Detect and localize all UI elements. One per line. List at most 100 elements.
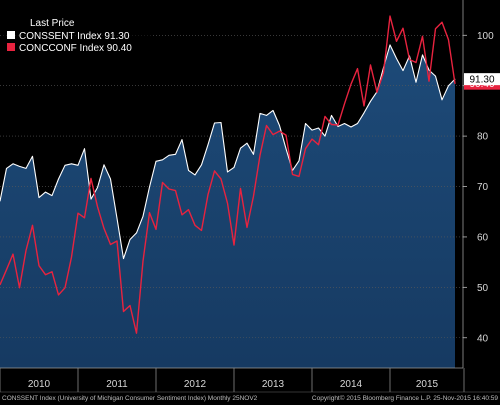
data-point-concconf	[298, 176, 300, 177]
data-point-concconf	[266, 125, 267, 126]
data-point-conssent	[220, 122, 222, 123]
data-point-concconf	[370, 64, 371, 66]
data-point-conssent	[129, 239, 131, 240]
data-point-conssent	[110, 178, 111, 180]
data-point-concconf	[285, 134, 287, 136]
data-point-concconf	[409, 59, 410, 60]
data-point-conssent	[51, 195, 53, 197]
data-point-conssent	[19, 166, 20, 167]
data-point-concconf	[45, 274, 46, 276]
data-point-conssent	[84, 148, 85, 150]
data-point-concconf	[441, 21, 443, 23]
data-point-concconf	[350, 83, 352, 85]
data-point-concconf	[428, 80, 430, 82]
data-point-conssent	[194, 174, 196, 176]
y-tick-label: 80	[477, 132, 489, 143]
legend-swatch	[7, 43, 15, 51]
data-point-concconf	[58, 294, 59, 296]
legend-box	[3, 14, 153, 58]
last-value-tag-conssent-box	[464, 73, 500, 86]
data-point-concconf	[318, 144, 319, 146]
data-point-conssent	[246, 142, 248, 144]
data-point-conssent	[279, 125, 280, 126]
data-point-concconf	[454, 83, 456, 85]
data-point-conssent	[71, 163, 72, 165]
data-point-concconf	[279, 130, 280, 132]
data-point-conssent	[214, 122, 215, 124]
data-point-conssent	[175, 153, 176, 155]
data-point-concconf	[214, 170, 215, 172]
data-point-conssent	[402, 70, 404, 71]
data-point-concconf	[25, 250, 27, 251]
data-point-concconf	[376, 91, 378, 93]
data-point-conssent	[363, 112, 365, 114]
data-point-conssent	[331, 115, 332, 116]
data-point-conssent	[181, 139, 183, 141]
data-point-conssent	[207, 144, 209, 146]
data-point-concconf	[188, 209, 189, 211]
data-point-concconf	[129, 305, 131, 306]
data-point-concconf	[116, 240, 118, 242]
data-point-conssent	[344, 123, 345, 124]
data-point-conssent	[435, 75, 436, 77]
data-point-conssent	[370, 100, 371, 102]
data-point-concconf	[97, 206, 98, 208]
data-point-conssent	[168, 154, 170, 156]
data-point-conssent	[318, 127, 319, 129]
data-point-conssent	[116, 217, 118, 219]
x-tick-label: 2013	[262, 379, 285, 390]
data-point-concconf	[253, 195, 254, 197]
data-point-conssent	[396, 58, 397, 59]
x-tick-label: 2012	[184, 379, 207, 390]
data-point-concconf	[142, 260, 144, 262]
data-point-concconf	[305, 148, 306, 150]
data-point-concconf	[64, 287, 66, 289]
data-point-concconf	[331, 124, 332, 125]
footer-source: CONSSENT Index (University of Michigan C…	[2, 395, 258, 402]
data-point-concconf	[422, 35, 423, 37]
data-point-concconf	[84, 217, 85, 219]
data-point-concconf	[246, 227, 248, 228]
data-point-concconf	[448, 39, 449, 41]
legend-entry: CONSSENT Index 91.30	[19, 31, 130, 42]
x-tick-label: 2015	[416, 379, 439, 390]
legend-swatch	[7, 31, 15, 39]
data-point-conssent	[155, 160, 157, 162]
data-point-concconf	[272, 134, 274, 136]
data-point-conssent	[415, 81, 417, 83]
data-point-concconf	[259, 154, 261, 156]
data-point-concconf	[383, 72, 384, 73]
data-point-concconf	[149, 212, 150, 214]
data-point-conssent	[428, 69, 430, 71]
legend-entry: CONCCONF Index 90.40	[19, 43, 132, 54]
data-point-concconf	[19, 287, 20, 289]
data-point-conssent	[77, 164, 79, 166]
data-point-concconf	[6, 269, 7, 271]
data-point-conssent	[389, 44, 391, 46]
data-point-conssent	[201, 164, 202, 166]
footer-copyright: Copyright© 2015 Bloomberg Finance L.P. 2…	[312, 394, 498, 402]
data-point-concconf	[103, 228, 105, 229]
data-point-conssent	[266, 115, 267, 116]
data-point-conssent	[422, 54, 423, 56]
data-point-concconf	[402, 27, 404, 29]
data-point-conssent	[12, 163, 14, 165]
data-point-conssent	[123, 258, 124, 259]
data-point-conssent	[448, 85, 449, 87]
data-point-conssent	[90, 198, 92, 200]
data-point-concconf	[220, 178, 222, 180]
data-point-concconf	[311, 138, 313, 140]
x-tick-label: 2010	[28, 379, 51, 390]
data-point-conssent	[58, 178, 59, 180]
data-point-conssent	[285, 148, 287, 150]
data-point-conssent	[441, 99, 443, 101]
data-point-conssent	[136, 232, 137, 234]
data-point-conssent	[311, 129, 313, 131]
data-point-conssent	[233, 167, 235, 168]
x-tick-label: 2014	[340, 379, 363, 390]
y-tick-label: 40	[477, 333, 489, 344]
data-point-concconf	[110, 244, 111, 245]
data-point-concconf	[389, 15, 391, 17]
data-point-concconf	[162, 182, 163, 183]
data-point-concconf	[175, 190, 176, 192]
